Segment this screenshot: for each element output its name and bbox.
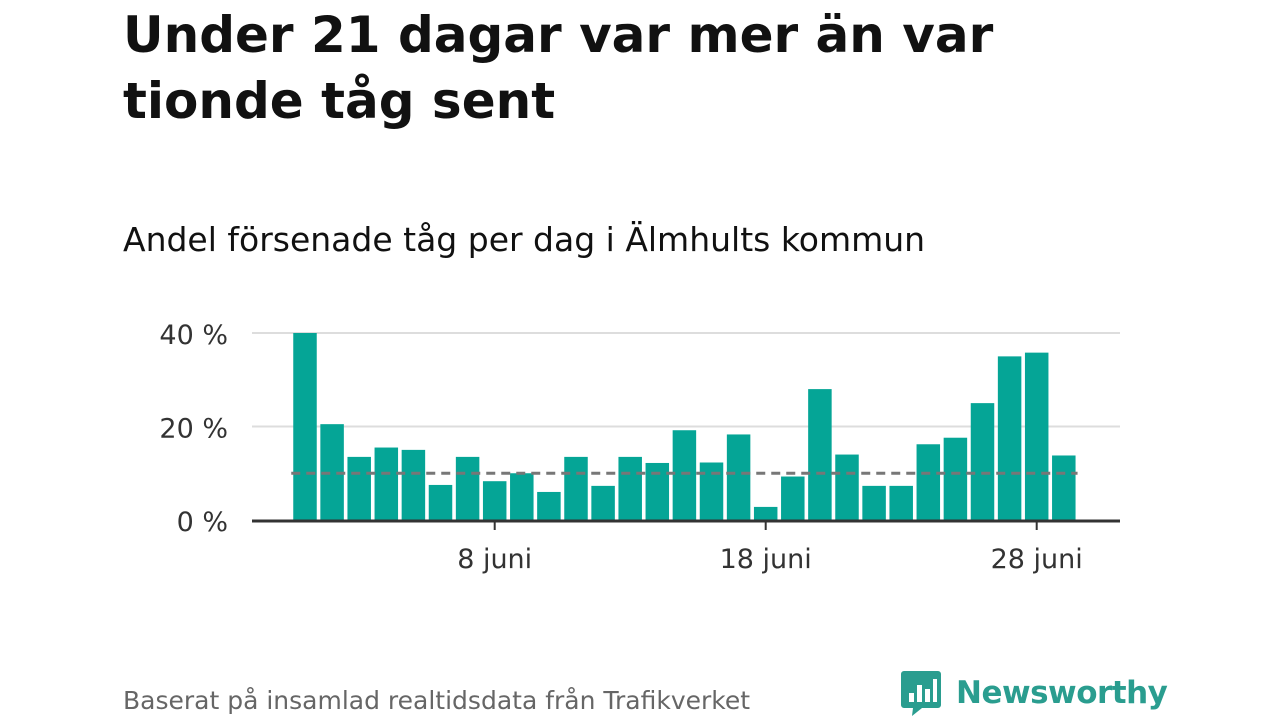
- bar: [320, 424, 344, 520]
- bar: [401, 449, 426, 520]
- bar: [916, 444, 941, 520]
- source-note: Baserat på insamlad realtidsdata från Tr…: [123, 686, 751, 715]
- bar: [835, 454, 859, 520]
- bar: [482, 481, 507, 520]
- bar-chart: 0 % 20 % 40 % 8 juni 18 juni 28 juni: [159, 320, 1120, 575]
- x-tick-label: 8 juni: [457, 544, 532, 575]
- x-tick-label: 18 juni: [720, 544, 812, 575]
- bar: [997, 356, 1022, 520]
- bar: [537, 491, 561, 520]
- bar: [455, 456, 480, 520]
- bar: [645, 462, 670, 520]
- bar: [510, 473, 534, 520]
- bar: [618, 456, 642, 520]
- brand-name: Newsworthy: [956, 675, 1168, 711]
- newsworthy-logo-icon: [901, 671, 941, 716]
- bar: [781, 476, 805, 520]
- bar: [862, 485, 886, 520]
- chart-subtitle: Andel försenade tåg per dag i Älmhults k…: [123, 220, 926, 259]
- bar: [374, 447, 399, 520]
- bar: [970, 403, 995, 520]
- bar: [293, 333, 317, 520]
- bar: [347, 456, 371, 520]
- x-tick-label: 28 juni: [991, 544, 1083, 575]
- bar: [943, 437, 968, 520]
- chart-title: Under 21 dagar var mer än var tionde tåg…: [123, 6, 994, 130]
- bar: [1024, 352, 1049, 520]
- bar: [428, 484, 453, 520]
- bar: [564, 456, 588, 520]
- bar: [1052, 455, 1076, 520]
- brand-logo: Newsworthy: [900, 668, 1168, 718]
- bar: [726, 434, 751, 520]
- bar: [672, 430, 697, 520]
- bar: [591, 485, 615, 520]
- y-tick-label: 20 %: [159, 414, 228, 445]
- axes: 0 % 20 % 40 % 8 juni 18 juni 28 juni: [159, 320, 1120, 575]
- bar: [808, 389, 832, 520]
- bar: [699, 462, 724, 520]
- y-tick-label: 0 %: [177, 507, 228, 538]
- bar: [889, 485, 913, 520]
- y-tick-label: 40 %: [159, 320, 228, 351]
- bar: [753, 506, 778, 520]
